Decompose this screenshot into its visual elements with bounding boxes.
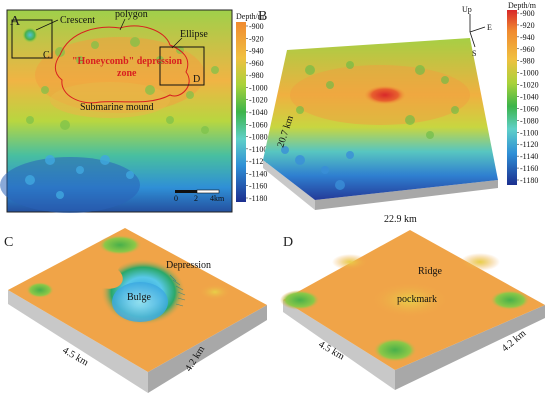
label-honeycomb: "Honeycomb" depression: [72, 56, 183, 67]
panel-b-blue-pits: [281, 146, 354, 190]
panel-b-peak: [363, 85, 407, 105]
panel-d-letter: D: [283, 235, 293, 250]
panel-a-blue-pits: [25, 155, 134, 199]
panel-b-dim-front: 22.9 km: [384, 214, 417, 225]
panel-a-colorbar-tick-label: -960: [249, 59, 264, 68]
label-depression: Depression: [166, 260, 211, 271]
panel-b-colorbar-tick-label: -920: [520, 21, 535, 30]
panel-c-yellow-patch: [199, 284, 231, 300]
panel-d: D Ridge pockmark 4.5 km 4.2 km: [280, 230, 545, 390]
panel-b-side-front: [315, 180, 498, 210]
label-submarine-mound: Submarine mound: [80, 102, 154, 113]
panel-b-colorbar-tick-label: -960: [520, 45, 535, 54]
panel-b-compass: Up E S: [462, 5, 492, 58]
panel-a-colorbar-tick-label: -1020: [249, 96, 268, 105]
scalebar-t2: 4km: [210, 194, 225, 203]
panel-a-colorbar-tick-label: -1000: [249, 83, 268, 92]
panel-a-colorbar-ramp: [236, 22, 246, 202]
label-honeycomb-zone: zone: [117, 68, 137, 79]
polygon-leader: [119, 18, 126, 31]
scalebar-t1: 2: [194, 194, 198, 203]
panel-b: B Up E S 20.7 km 22.9 km Depth/m -900-92…: [258, 1, 539, 225]
scalebar-t0: 0: [174, 194, 178, 203]
panel-a-box-d-label: D: [193, 74, 200, 85]
panel-a-mound-area: [50, 82, 170, 118]
panel-b-colorbar-tick-label: -1040: [520, 93, 539, 102]
panel-d-side-right: [395, 305, 545, 390]
panel-b-colorbar-tick-label: -940: [520, 33, 535, 42]
panel-d-yellow-nw: [332, 254, 368, 270]
label-polygon: polygon: [115, 9, 148, 20]
panel-d-green-east: [490, 290, 530, 310]
panel-b-colorbar-tick-label: -1180: [520, 176, 538, 185]
panel-b-colorbar-tick-label: -980: [520, 57, 535, 66]
panel-b-colorbar-tick-label: -1080: [520, 116, 539, 125]
label-ellipse: Ellipse: [180, 29, 208, 40]
panel-b-colorbar: Depth/m -900 -920 -940 -960 -980 -1000 -1020 -1…: [507, 1, 539, 185]
panel-a-colorbar-tick-label: -1180: [249, 194, 267, 203]
panel-a-colorbar: Depth/m -900 -920 -940 -960 -980 -1000 -1020 -1…: [236, 12, 268, 203]
panel-c-side-right: [148, 305, 267, 393]
panel-c: C Depression Bulge 4.5 km 4.2 km: [4, 228, 267, 393]
panel-a-colorbar-tick-label: -940: [249, 47, 264, 56]
panel-a-colorbar-tick-label: -900: [249, 22, 264, 31]
panel-a-letter: A: [10, 14, 21, 29]
crescent-leader: [35, 19, 59, 31]
panel-a-colorbar-unit: Depth/m: [236, 12, 265, 21]
panel-a: A C D Crescent polygon Ellipse "Honeycom…: [0, 9, 268, 213]
panel-a-colorbar-tick-label: -1040: [249, 108, 268, 117]
panel-d-green-west: [280, 290, 320, 310]
panel-b-colorbar-unit: Depth/m: [508, 1, 537, 10]
panel-a-colorbar-tick-label: -1140: [249, 169, 267, 178]
panel-b-colorbar-tick-label: -1000: [520, 69, 539, 78]
panel-a-crescent-crater: [22, 27, 38, 43]
panel-a-deep-area: [0, 157, 140, 213]
panel-d-green-south: [373, 338, 417, 362]
panel-b-letter: B: [258, 9, 267, 24]
panel-a-colorbar-tick-label: -1160: [249, 182, 267, 191]
panel-a-colorbar-tick-label: -980: [249, 71, 264, 80]
label-crescent: Crescent: [60, 15, 95, 26]
panel-c-letter: C: [4, 235, 13, 250]
label-pockmark: pockmark: [397, 294, 437, 305]
panel-a-colorbar-tick-label: -1120: [249, 157, 267, 166]
panel-c-ridge-lines: [169, 274, 186, 307]
panel-a-colorbar-tick-label: -1080: [249, 133, 268, 142]
compass-s: S: [472, 49, 476, 58]
panel-a-box-c-label: C: [43, 50, 50, 61]
compass-e: E: [487, 23, 492, 32]
panel-c-green-edge: [26, 282, 54, 298]
panel-b-colorbar-tick-label: -1100: [520, 128, 538, 137]
panel-c-green-patch: [98, 235, 142, 255]
panel-a-scalebar: 0 2 4km: [174, 189, 225, 203]
panel-a-colorbar-tick-label: -920: [249, 34, 264, 43]
panel-b-colorbar-ramp: [507, 10, 517, 185]
panel-b-colorbar-tick-label: -1020: [520, 81, 539, 90]
panel-b-colorbar-tick-label: -1160: [520, 164, 538, 173]
panel-a-colorbar-tick-label: -1100: [249, 145, 267, 154]
panel-b-colorbar-tick-label: -900: [520, 9, 535, 18]
compass-up: Up: [462, 5, 472, 14]
panel-b-colorbar-tick-label: -1140: [520, 152, 538, 161]
panel-c-bulge: [112, 282, 168, 322]
panel-b-side-left: [263, 160, 315, 210]
panel-a-box-c: [11, 19, 53, 59]
panel-d-pockmark: [370, 282, 450, 318]
panel-a-colorbar-tick-label: -1060: [249, 120, 268, 129]
panel-b-pockmarks: [296, 61, 459, 139]
ellipse-leader: [171, 37, 183, 49]
label-bulge: Bulge: [127, 292, 151, 303]
panel-a-box-d: [159, 46, 205, 86]
panel-c-side-left: [8, 290, 148, 393]
panel-b-colorbar-tick-label: -1120: [520, 140, 538, 149]
label-ridge: Ridge: [418, 266, 442, 277]
panel-d-side-left: [283, 300, 395, 390]
panel-b-colorbar-tick-label: -1060: [520, 104, 539, 113]
panel-d-yellow-ne: [460, 253, 500, 271]
honeycomb-zone-outline: [54, 25, 190, 104]
